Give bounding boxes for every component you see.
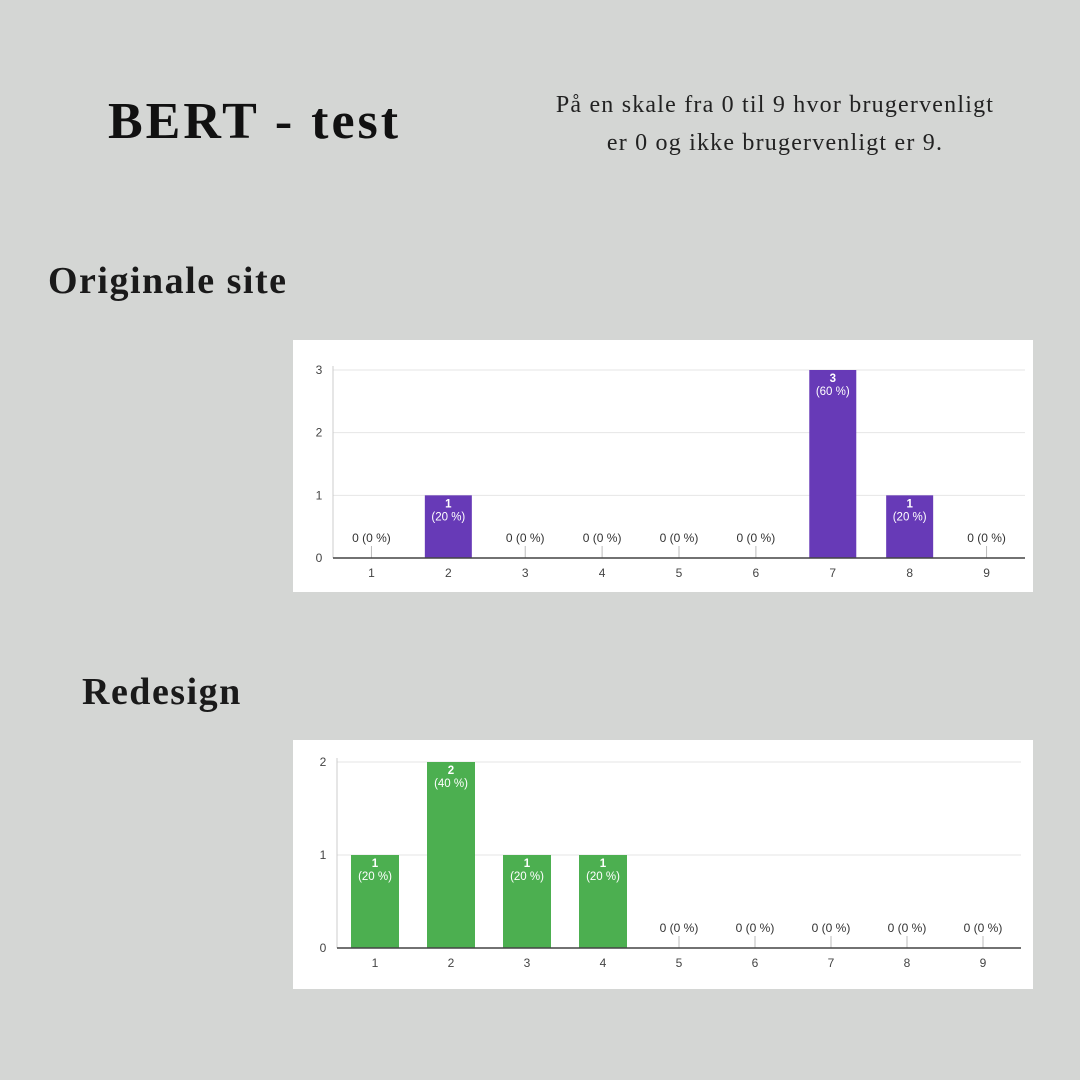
section-heading-original: Originale site xyxy=(48,260,288,302)
scale-description: På en skale fra 0 til 9 hvor brugervenli… xyxy=(505,86,1045,162)
x-tick-label: 6 xyxy=(753,566,760,580)
x-tick-label: 1 xyxy=(368,566,375,580)
x-tick-label: 7 xyxy=(828,956,835,970)
y-tick-label: 0 xyxy=(320,941,327,955)
bar xyxy=(579,855,627,948)
bar-data-label: 0 (0 %) xyxy=(506,531,545,545)
x-tick-label: 5 xyxy=(676,566,683,580)
bar-data-label: (20 %) xyxy=(586,871,620,883)
x-tick-label: 2 xyxy=(448,956,455,970)
bar-data-label: 0 (0 %) xyxy=(964,921,1003,935)
bar xyxy=(351,855,399,948)
x-tick-label: 6 xyxy=(752,956,759,970)
bar-data-label: 0 (0 %) xyxy=(660,531,699,545)
y-tick-label: 0 xyxy=(316,551,323,565)
bar-data-label: 0 (0 %) xyxy=(736,921,775,935)
bar-data-label: 0 (0 %) xyxy=(888,921,927,935)
x-tick-label: 3 xyxy=(524,956,531,970)
x-tick-label: 2 xyxy=(445,566,452,580)
bar-data-label: 0 (0 %) xyxy=(660,921,699,935)
bar-data-label: (20 %) xyxy=(431,511,465,523)
scale-description-line-1: På en skale fra 0 til 9 hvor brugervenli… xyxy=(555,92,995,118)
bar xyxy=(424,495,472,558)
x-tick-label: 3 xyxy=(522,566,529,580)
chart-panel-redesign: 0 1 2 1 (20 %) 1 2 (40 %) 2 1 (20 %) 3 1 (20 %) 4 0 (0 … xyxy=(293,740,1033,989)
bar xyxy=(886,495,934,558)
bar-data-label: (20 %) xyxy=(358,871,392,883)
bar xyxy=(427,762,475,948)
page-title: BERT - test xyxy=(108,93,402,150)
bar-data-label: 0 (0 %) xyxy=(812,921,851,935)
bar-data-label: 3 xyxy=(830,373,836,385)
x-tick-label: 4 xyxy=(599,566,606,580)
bar xyxy=(503,855,551,948)
y-tick-label: 1 xyxy=(320,848,327,862)
y-tick-label: 1 xyxy=(316,488,323,502)
bar-data-label: 1 xyxy=(600,858,607,870)
bar-data-label: 1 xyxy=(524,858,531,870)
y-tick-label: 2 xyxy=(320,755,327,769)
x-tick-label: 8 xyxy=(904,956,911,970)
x-tick-label: 5 xyxy=(676,956,683,970)
bar-data-label: 0 (0 %) xyxy=(352,531,391,545)
bar-data-label: (20 %) xyxy=(893,511,927,523)
bar-data-label: 1 xyxy=(372,858,379,870)
scale-description-line-2: er 0 og ikke brugervenligt er 9. xyxy=(606,130,944,156)
bar-data-label: (20 %) xyxy=(510,871,544,883)
x-tick-label: 7 xyxy=(829,566,836,580)
bar xyxy=(809,370,857,558)
y-tick-label: 3 xyxy=(316,363,323,377)
x-tick-label: 9 xyxy=(983,566,990,580)
bar-data-label: 2 xyxy=(448,765,454,777)
y-tick-label: 2 xyxy=(316,426,323,440)
bar-data-label: 0 (0 %) xyxy=(737,531,776,545)
bar-data-label: (40 %) xyxy=(434,778,468,790)
bar-data-label: (60 %) xyxy=(816,386,850,398)
section-heading-redesign: Redesign xyxy=(82,671,242,713)
x-tick-label: 8 xyxy=(906,566,913,580)
bar-data-label: 1 xyxy=(445,498,452,510)
x-tick-label: 9 xyxy=(980,956,987,970)
x-tick-label: 1 xyxy=(372,956,379,970)
x-tick-label: 4 xyxy=(600,956,607,970)
bar-data-label: 1 xyxy=(906,498,913,510)
bar-data-label: 0 (0 %) xyxy=(967,531,1006,545)
bar-data-label: 0 (0 %) xyxy=(583,531,622,545)
